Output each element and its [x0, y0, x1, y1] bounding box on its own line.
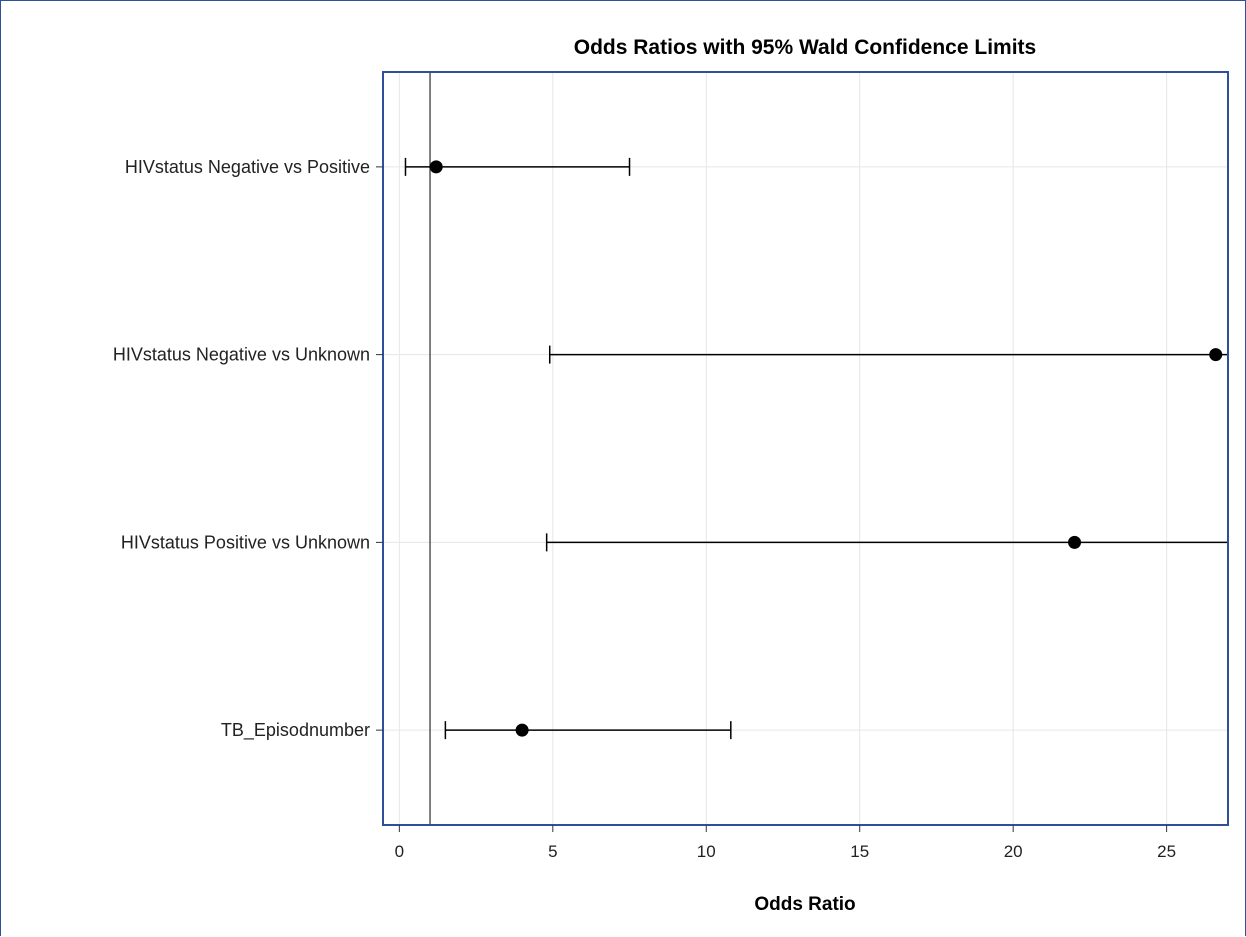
category-label: HIVstatus Positive vs Unknown: [121, 532, 370, 552]
grid-lines: [384, 73, 1228, 824]
category-label: HIVstatus Negative vs Positive: [125, 157, 370, 177]
data-layer: [404, 157, 1228, 740]
x-axis-label: Odds Ratio: [754, 894, 855, 915]
odds-ratio-point: [1068, 535, 1082, 549]
odds-ratio-point: [429, 160, 443, 174]
plot-area-border: [382, 71, 1229, 826]
x-tick-label-5: 5: [548, 842, 557, 861]
category-label: TB_Episodnumber: [221, 720, 370, 741]
x-axis-ticks: 0 5 10 15 20 25: [395, 825, 1176, 861]
odds-ratio-point: [515, 723, 529, 737]
x-tick-label-0: 0: [395, 842, 404, 861]
x-tick-label-20: 20: [1004, 842, 1023, 861]
x-tick-label-25: 25: [1157, 842, 1176, 861]
x-tick-label-10: 10: [697, 842, 716, 861]
x-tick-label-15: 15: [850, 842, 869, 861]
y-axis-ticks: HIVstatus Negative vs Positive HIVstatus …: [113, 157, 383, 741]
odds-ratio-point: [1209, 348, 1223, 362]
category-label: HIVstatus Negative vs Unknown: [113, 345, 370, 365]
chart-title: Odds Ratios with 95% Wald Confidence Lim…: [574, 36, 1036, 59]
